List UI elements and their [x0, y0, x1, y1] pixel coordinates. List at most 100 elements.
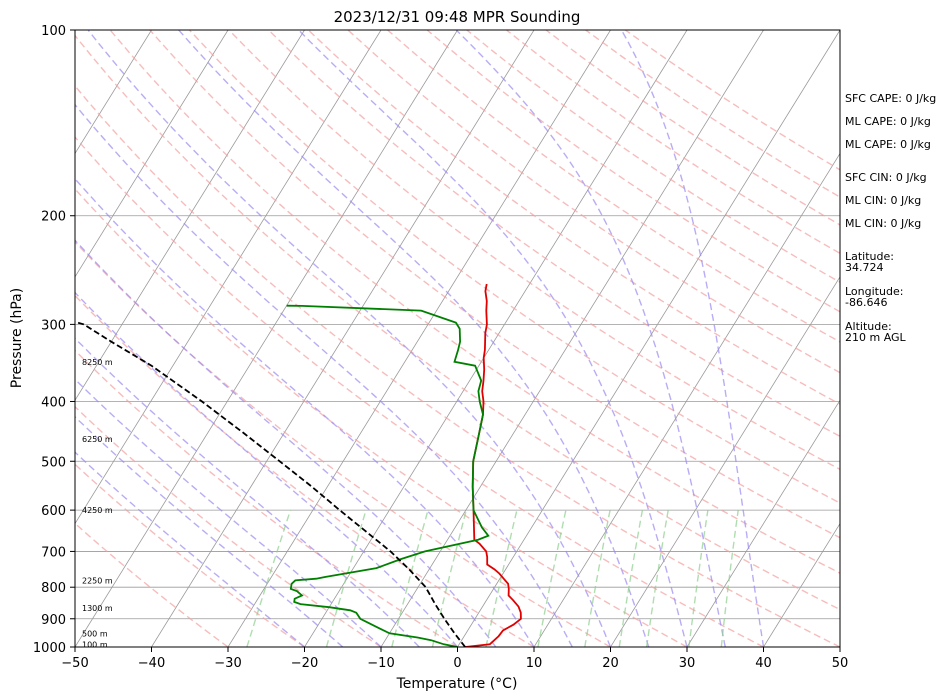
mixing-ratio-line: [246, 509, 292, 647]
x-tick-label: 40: [755, 656, 772, 671]
moist-adiabat-line: [75, 177, 535, 647]
y-tick-label: 100: [41, 24, 66, 39]
height-label: 4250 m: [82, 506, 113, 515]
isotherm-line: [75, 30, 229, 278]
stat-ml-cin-2: ML CIN: 0 J/kg: [845, 217, 921, 230]
dry-adiabat-line: [149, 30, 840, 539]
y-axis: 100 200 300 400 500 600 700 800 900 1000: [33, 24, 75, 656]
y-tick-label: 500: [41, 455, 66, 470]
x-tick-label: −10: [367, 656, 394, 671]
dry-adiabat-line: [109, 30, 840, 574]
dry-adiabat-line: [188, 30, 840, 504]
mixing-ratio-line: [391, 509, 429, 647]
y-tick-label: 1000: [33, 641, 66, 656]
dewpoint-profile-line: [286, 304, 490, 647]
mixing-ratio-line: [485, 509, 518, 647]
x-axis: −50 −40 −30 −20 −10 0 10 20 30 40 50: [61, 647, 848, 671]
dry-adiabat-line: [75, 405, 382, 647]
mixing-ratio-line: [584, 509, 611, 647]
y-tick-label: 400: [41, 395, 66, 410]
stat-latitude: Latitude:: [845, 250, 894, 263]
stats-panel: SFC CAPE: 0 J/kg ML CAPE: 0 J/kg ML CAPE: …: [845, 92, 936, 344]
moist-adiabat-line: [298, 30, 688, 647]
height-label: 100 m: [82, 640, 108, 649]
moist-adiabat-line: [75, 378, 382, 647]
dry-adiabat-line: [307, 30, 840, 405]
isotherm-line: [151, 30, 535, 647]
stat-ml-cin-1: ML CIN: 0 J/kg: [845, 194, 921, 207]
isotherm-line: [763, 522, 840, 647]
moist-adiabat-line: [178, 30, 650, 647]
x-tick-label: −50: [61, 656, 88, 671]
mixing-ratio-line: [431, 509, 467, 647]
dry-adiabat-line: [75, 294, 535, 647]
isotherm-line: [686, 399, 840, 647]
moist-adiabat-line: [75, 451, 305, 647]
x-tick-label: 0: [453, 656, 461, 671]
isotherm-line: [457, 30, 840, 647]
height-label: 6250 m: [82, 435, 113, 444]
stat-longitude: -86.646: [845, 296, 887, 309]
isotherm-line: [380, 30, 764, 647]
moist-adiabat-line: [455, 30, 726, 647]
height-label: 1300 m: [82, 604, 113, 613]
moist-adiabat-line: [75, 415, 344, 647]
dry-adiabat-line: [387, 30, 840, 343]
x-tick-label: 50: [832, 656, 849, 671]
stat-latitude: 34.724: [845, 261, 884, 274]
x-tick-label: −20: [291, 656, 318, 671]
x-tick-label: −30: [214, 656, 241, 671]
x-tick-label: 30: [679, 656, 696, 671]
chart-title: 2023/12/31 09:48 MPR Sounding: [334, 8, 581, 26]
stat-altitude: Altitude:: [845, 320, 892, 333]
stat-longitude: Longitude:: [845, 285, 903, 298]
stat-sfc-cape: SFC CAPE: 0 J/kg: [845, 92, 936, 105]
dry-adiabat-line: [268, 30, 840, 438]
isotherm-line: [75, 30, 458, 647]
y-tick-label: 900: [41, 613, 66, 628]
dry-adiabat-line: [75, 187, 688, 647]
y-axis-title: Pressure (hPa): [9, 288, 25, 388]
y-tick-label: 700: [41, 545, 66, 560]
moist-adiabat-line: [87, 30, 612, 647]
isotherm-line: [75, 30, 382, 525]
x-tick-label: 20: [602, 656, 619, 671]
stat-altitude: 210 m AGL: [845, 331, 907, 344]
background-lines: [75, 30, 840, 647]
mixing-ratio-line: [645, 509, 669, 647]
mixing-ratio-line: [618, 509, 644, 647]
height-labels: 100 m 500 m 1300 m 2250 m 4250 m 6250 m 8250 m: [82, 358, 113, 649]
isotherm-line: [610, 276, 840, 647]
data-lines: [75, 283, 522, 647]
stat-sfc-cin: SFC CIN: 0 J/kg: [845, 171, 927, 184]
isotherm-line: [304, 30, 688, 647]
y-tick-label: 600: [41, 504, 66, 519]
dry-adiabat-line: [75, 349, 458, 647]
y-tick-label: 800: [41, 581, 66, 596]
y-tick-label: 300: [41, 318, 66, 333]
height-label: 500 m: [82, 629, 108, 638]
moist-adiabat-line: [620, 30, 765, 647]
dry-adiabat-line: [75, 522, 229, 647]
mixing-ratio-line: [720, 510, 739, 647]
isotherm-line: [533, 152, 840, 647]
height-label: 2250 m: [82, 576, 113, 585]
moist-adiabat-line: [75, 291, 459, 647]
x-tick-label: −40: [138, 656, 165, 671]
x-axis-title: Temperature (°C): [396, 676, 518, 692]
moist-adiabat-line: [75, 103, 573, 647]
mixing-ratio-line: [688, 509, 709, 647]
dry-adiabat-line: [347, 30, 840, 374]
mixing-ratio-line: [537, 509, 567, 647]
temperature-profile-line: [465, 283, 522, 647]
isotherm-line: [75, 30, 305, 401]
dry-adiabat-line: [75, 135, 764, 647]
stat-ml-cape-2: ML CAPE: 0 J/kg: [845, 138, 931, 151]
moist-adiabat-line: [75, 239, 497, 647]
height-label: 8250 m: [82, 358, 113, 367]
dry-adiabat-line: [75, 240, 611, 647]
y-tick-label: 200: [41, 210, 66, 225]
isotherm-line: [227, 30, 611, 647]
parcel-profile-line: [75, 320, 466, 647]
